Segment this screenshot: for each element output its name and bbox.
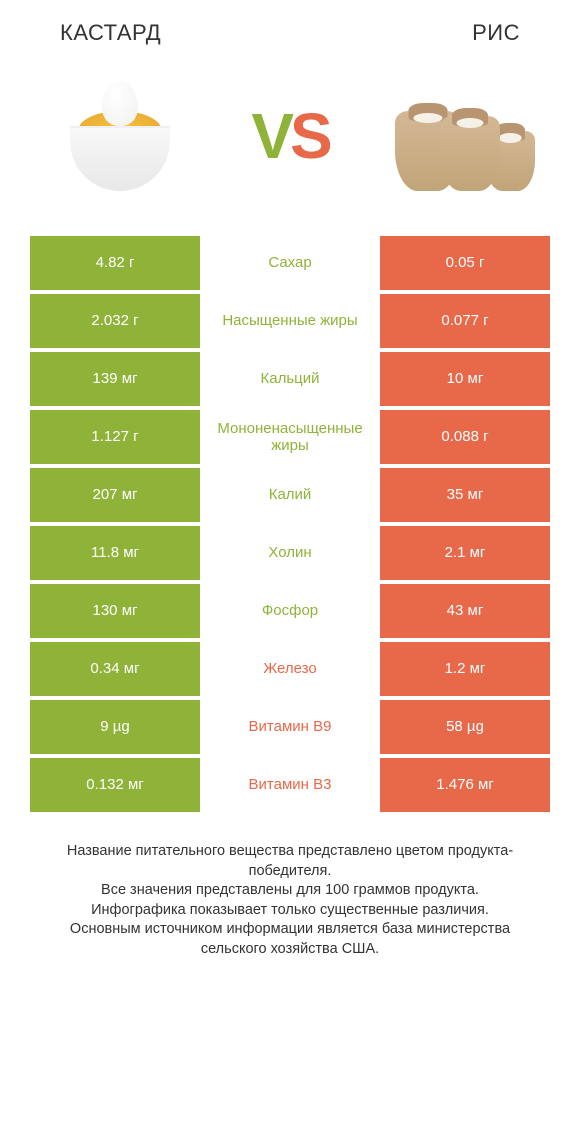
table-row: 9 µgВитамин B958 µg [30,700,550,754]
table-row: 11.8 мгХолин2.1 мг [30,526,550,580]
left-value-cell: 2.032 г [30,294,200,348]
left-value-cell: 4.82 г [30,236,200,290]
left-value-cell: 207 мг [30,468,200,522]
nutrient-name-cell: Витамин B3 [200,758,380,812]
table-row: 207 мгКалий35 мг [30,468,550,522]
footer-line-1: Название питательного вещества представл… [40,842,540,881]
left-value-cell: 0.132 мг [30,758,200,812]
right-product-title: РИС [472,20,520,46]
right-value-cell: 0.088 г [380,410,550,464]
left-value-cell: 1.127 г [30,410,200,464]
nutrient-name-cell: Калий [200,468,380,522]
right-value-cell: 1.2 мг [380,642,550,696]
footer-text: Название питательного вещества представл… [20,842,560,959]
right-value-cell: 0.077 г [380,294,550,348]
nutrient-name-cell: Насыщенные жиры [200,294,380,348]
table-row: 0.132 мгВитамин B31.476 мг [30,758,550,812]
nutrient-name-cell: Мононенасыщенные жиры [200,410,380,464]
nutrient-table: 4.82 гСахар0.05 г2.032 гНасыщенные жиры0… [30,236,550,812]
custard-image [40,66,200,206]
right-value-cell: 35 мг [380,468,550,522]
table-row: 2.032 гНасыщенные жиры0.077 г [30,294,550,348]
nutrient-name-cell: Железо [200,642,380,696]
left-value-cell: 130 мг [30,584,200,638]
footer-line-4: Основным источником информации является … [40,920,540,959]
rice-image [380,66,540,206]
table-row: 0.34 мгЖелезо1.2 мг [30,642,550,696]
nutrient-name-cell: Кальций [200,352,380,406]
table-row: 139 мгКальций10 мг [30,352,550,406]
footer-line-3: Инфографика показывает только существенн… [40,901,540,921]
table-row: 130 мгФосфор43 мг [30,584,550,638]
images-row: VS [20,56,560,236]
vs-label: VS [251,99,328,173]
header-row: КАСТАРД РИС [20,20,560,56]
left-value-cell: 11.8 мг [30,526,200,580]
right-value-cell: 43 мг [380,584,550,638]
left-value-cell: 0.34 мг [30,642,200,696]
nutrient-name-cell: Сахар [200,236,380,290]
right-value-cell: 1.476 мг [380,758,550,812]
vs-v-letter: V [251,100,290,172]
nutrient-name-cell: Витамин B9 [200,700,380,754]
infographic-container: КАСТАРД РИС VS 4.82 гСахар0.05 г2.032 гН… [0,0,580,979]
right-value-cell: 58 µg [380,700,550,754]
left-value-cell: 9 µg [30,700,200,754]
right-value-cell: 10 мг [380,352,550,406]
right-value-cell: 2.1 мг [380,526,550,580]
right-value-cell: 0.05 г [380,236,550,290]
vs-s-letter: S [290,100,329,172]
nutrient-name-cell: Фосфор [200,584,380,638]
table-row: 1.127 гМононенасыщенные жиры0.088 г [30,410,550,464]
table-row: 4.82 гСахар0.05 г [30,236,550,290]
left-product-title: КАСТАРД [60,20,161,46]
nutrient-name-cell: Холин [200,526,380,580]
footer-line-2: Все значения представлены для 100 граммо… [40,881,540,901]
left-value-cell: 139 мг [30,352,200,406]
